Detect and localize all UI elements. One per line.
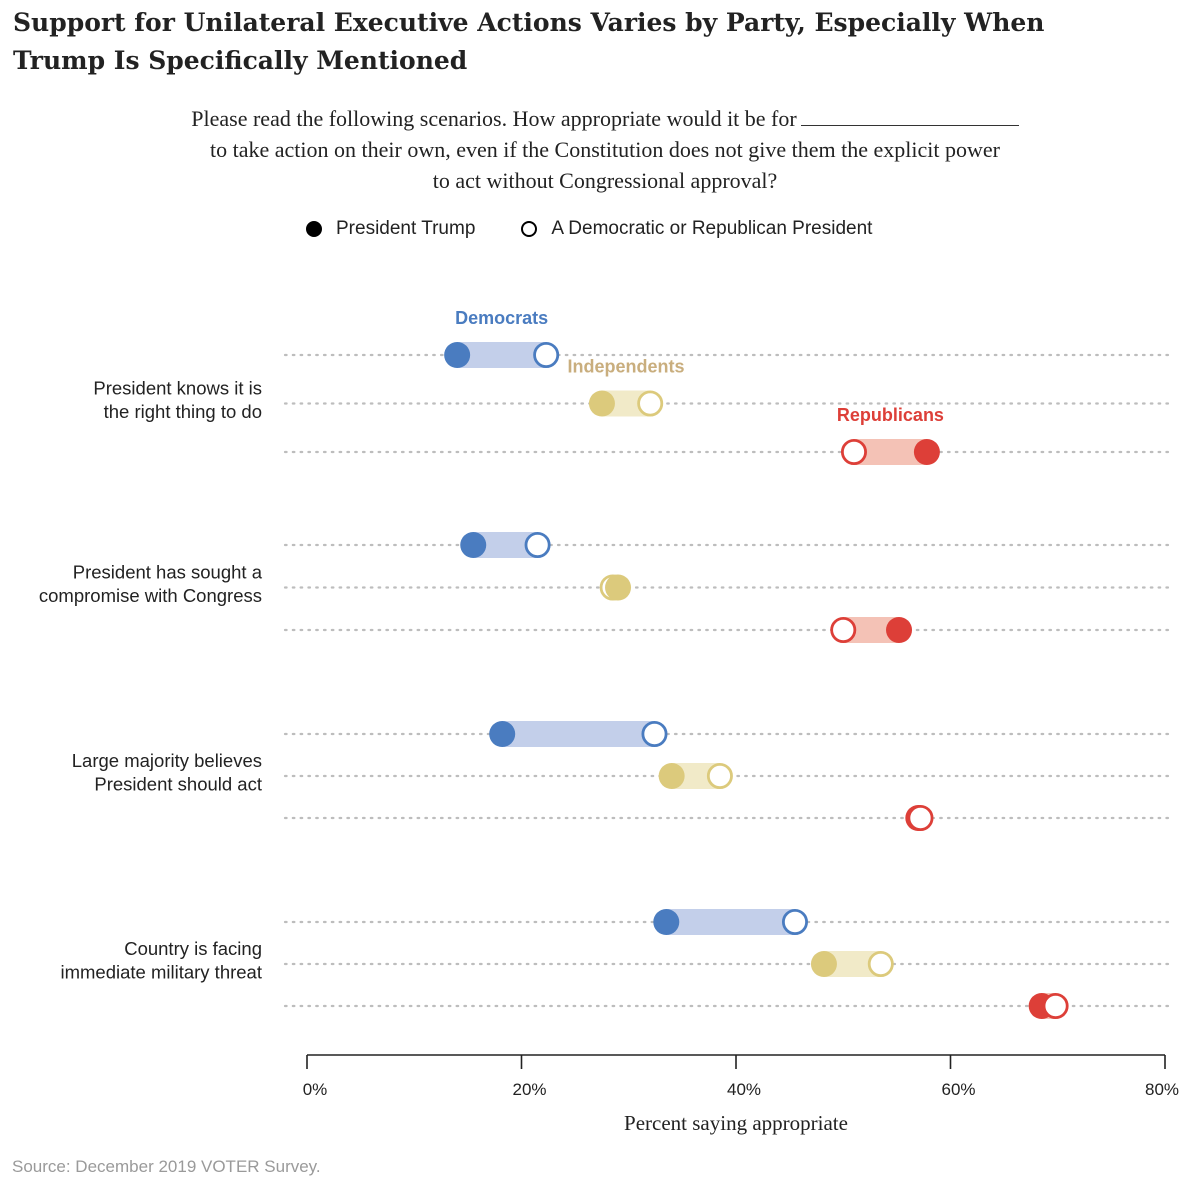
- category-label: Large majority believes: [72, 750, 262, 771]
- subtitle-line-2: to take action on their own, even if the…: [210, 137, 1000, 162]
- generic-point-democrats: [641, 721, 668, 748]
- subtitle-line-3: to act without Congressional approval?: [432, 168, 778, 193]
- category-label: President has sought a: [73, 562, 263, 583]
- legend: President Trump A Democratic or Republic…: [306, 218, 918, 240]
- chart-subtitle: Please read the following scenarios. How…: [150, 103, 1060, 196]
- legend-item-generic: A Democratic or Republican President: [521, 218, 872, 240]
- x-tick-label: 40%: [727, 1080, 761, 1099]
- generic-point-democrats: [781, 909, 808, 936]
- generic-point-independents: [867, 951, 894, 978]
- trump-point-democrats: [460, 532, 487, 558]
- x-tick-label: 60%: [941, 1080, 975, 1099]
- trump-point-independents: [658, 763, 685, 789]
- generic-point-democrats: [533, 341, 560, 368]
- category-label: Country is facing: [124, 938, 262, 959]
- category-label: the right thing to do: [104, 401, 262, 422]
- party-label-democrats: Democrats: [455, 308, 548, 328]
- category-label: compromise with Congress: [39, 585, 262, 606]
- source-note: Source: December 2019 VOTER Survey.: [12, 1157, 321, 1176]
- x-tick-label: 80%: [1145, 1080, 1179, 1099]
- party-label-republicans: Republicans: [837, 405, 944, 425]
- trump-point-republicans: [913, 439, 940, 465]
- generic-point-democrats: [524, 532, 551, 559]
- chart-title: Support for Unilateral Executive Actions…: [13, 8, 1045, 75]
- generic-point-independents: [637, 390, 664, 417]
- legend-label-trump: President Trump: [336, 218, 476, 239]
- trump-point-democrats: [444, 342, 471, 368]
- generic-point-independents: [706, 763, 733, 790]
- trump-point-independents: [588, 390, 615, 417]
- party-label-independents: Independents: [568, 357, 685, 377]
- trump-point-democrats: [489, 721, 516, 747]
- trump-point-independents: [605, 574, 632, 601]
- blank-line: [800, 125, 1019, 126]
- category-label: immediate military threat: [60, 962, 262, 983]
- subtitle-line-1: Please read the following scenarios. How…: [150, 103, 1060, 134]
- x-axis-label: Percent saying appropriate: [624, 1111, 848, 1135]
- range-band-democrats: [666, 909, 795, 935]
- filled-circle-icon: [306, 221, 322, 237]
- trump-point-republicans: [886, 617, 913, 643]
- x-tick-label: 20%: [512, 1080, 546, 1099]
- category-label: President knows it is: [93, 378, 262, 399]
- generic-point-republicans: [830, 617, 857, 644]
- trump-point-democrats: [653, 909, 680, 935]
- x-tick-label: 0%: [303, 1080, 328, 1099]
- hollow-circle-icon: [521, 221, 538, 237]
- generic-point-republicans: [840, 438, 867, 465]
- range-band-democrats: [457, 342, 547, 368]
- legend-label-generic: A Democratic or Republican President: [551, 218, 873, 239]
- legend-item-trump: President Trump: [306, 218, 475, 240]
- trump-point-independents: [810, 951, 837, 977]
- range-band-democrats: [502, 721, 655, 747]
- generic-point-republicans: [907, 805, 934, 832]
- generic-point-republicans: [1042, 993, 1069, 1020]
- category-label: President should act: [94, 774, 262, 795]
